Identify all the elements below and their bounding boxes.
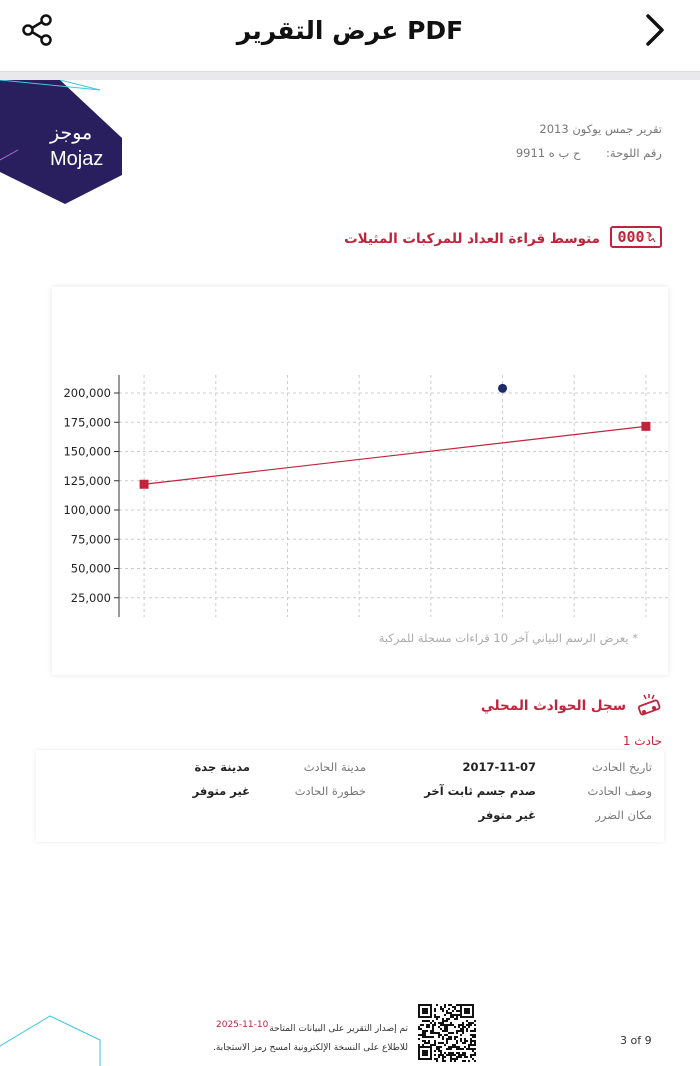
- mojaz-logo: موجز Mojaz: [0, 80, 130, 210]
- chevron-right-icon: [646, 14, 664, 46]
- footer-issued-text: تم إصدار التقرير على البيانات المتاحة: [269, 1024, 408, 1034]
- accident-severity-label: خطورة الحادث: [294, 784, 366, 798]
- footer-issued-date: 2025-11-10: [216, 1020, 269, 1030]
- accident-card: تاريخ الحادث 2017-11-07 مدينة الحادث مدي…: [36, 750, 664, 842]
- accident-date-label: تاريخ الحادث: [591, 760, 652, 774]
- y-tick-label: 175,000: [63, 415, 111, 429]
- logo-text-ar: موجز: [50, 122, 93, 144]
- plate-row: رقم اللوحة: ح ب ه 9911: [516, 146, 662, 160]
- data-point-circle: [498, 383, 508, 393]
- page-current: 3: [620, 1034, 627, 1047]
- y-tick-label: 75,000: [71, 532, 111, 546]
- odometer-chart: 25,000 50,000 75,000 100,000 125,000 150,000 1…: [63, 375, 668, 617]
- report-info: تقرير جمس يوكون 2013 رقم اللوحة: ح ب ه 9…: [516, 122, 662, 170]
- accidents-title: سجل الحوادث المحلي: [480, 698, 626, 714]
- footer-qr-text: للاطلاع على النسخة الإلكترونية امسح رمز …: [213, 1043, 408, 1053]
- y-tick-label: 150,000: [63, 445, 111, 459]
- y-tick-label: 200,000: [63, 386, 111, 400]
- corner-decoration: [0, 1015, 101, 1066]
- data-point-square: [641, 421, 651, 431]
- top-bar: عرض التقرير PDF: [0, 0, 700, 72]
- y-tick-label: 50,000: [71, 562, 111, 576]
- y-tick-label: 25,000: [71, 591, 111, 605]
- y-tick-label: 100,000: [63, 503, 111, 517]
- accident-damage-label: مكان الضرر: [595, 808, 652, 822]
- series-line-0: [144, 425, 646, 485]
- footer-text: تم إصدار التقرير على البيانات المتاحة لل…: [213, 1020, 408, 1058]
- accident-number: حادث 1: [622, 734, 662, 748]
- odometer-icon-unit: كم: [645, 231, 656, 243]
- y-tick-label: 125,000: [63, 474, 111, 488]
- share-icon: [22, 14, 52, 46]
- page-title: عرض التقرير PDF: [236, 16, 464, 45]
- car-crash-icon: [636, 692, 662, 718]
- accident-city-label: مدينة الحادث: [303, 760, 366, 774]
- odometer-chart-card: 25,000 50,000 75,000 100,000 125,000 150,000 1…: [52, 287, 668, 675]
- pdf-page: موجز Mojaz تقرير جمس يوكون 2013 رقم اللو…: [0, 80, 700, 1066]
- page-total: of 9: [630, 1034, 652, 1047]
- odometer-section-title: متوسط قراءة العداد للمركبات المثيلات: [344, 231, 600, 247]
- back-button[interactable]: [640, 12, 670, 48]
- accident-date-value: 2017-11-07: [462, 760, 536, 774]
- page-number: 3 of 9: [620, 1034, 652, 1047]
- plate-label: رقم اللوحة:: [606, 146, 662, 160]
- accident-severity-value: غير متوفر: [192, 784, 250, 798]
- qr-code: [418, 1004, 476, 1062]
- accident-city-value: مدينة جدة: [194, 760, 250, 774]
- report-name: تقرير جمس يوكون 2013: [539, 122, 662, 136]
- odometer-icon-digits: 000: [617, 227, 645, 246]
- page-footer: تم إصدار التقرير على البيانات المتاحة لل…: [0, 998, 700, 1066]
- accident-damage-value: غير متوفر: [478, 808, 536, 822]
- odometer-icon: 000 كم: [610, 226, 662, 248]
- logo-text-en: Mojaz: [50, 148, 104, 170]
- chart-note: * يعرض الرسم البياني آخر 10 قراءات مسجلة…: [378, 631, 638, 645]
- accident-desc-value: صدم جسم ثابت آخر: [424, 784, 536, 798]
- accident-desc-label: وصف الحادث: [587, 784, 652, 798]
- plate-value: ح ب ه 9911: [515, 146, 581, 160]
- data-point-square: [139, 479, 149, 489]
- share-button[interactable]: [20, 12, 56, 48]
